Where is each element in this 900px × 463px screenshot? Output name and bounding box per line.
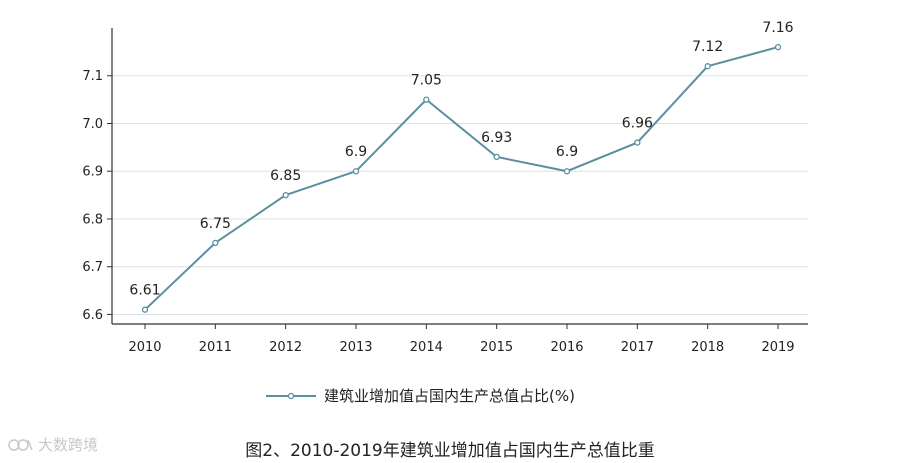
x-axis-ticks: 2010 2011 2012 2013 2014 2015 2016 2017 2018 2019 <box>128 324 795 355</box>
data-label-2013: 6.9 <box>345 144 367 160</box>
line-chart: 6.66.76.86.97.07.1 2010 2011 2012 2013 2014 2… <box>82 20 808 405</box>
data-point-2017 <box>634 139 641 146</box>
y-tick-label-6.7: 6.7 <box>82 260 103 275</box>
data-label-2015: 6.93 <box>481 130 512 146</box>
x-tick-label-2015: 2015 <box>480 340 513 355</box>
y-tick-label-7.0: 7.0 <box>82 117 103 132</box>
watermark-logo-icon <box>8 438 33 451</box>
data-label-2010: 6.61 <box>129 283 160 299</box>
x-tick-label-2019: 2019 <box>761 340 794 355</box>
data-point-2011 <box>212 239 219 246</box>
x-tick-label-2016: 2016 <box>550 340 583 355</box>
series-line <box>144 46 779 311</box>
data-point-2019 <box>774 43 782 51</box>
y-tick-label-6.6: 6.6 <box>82 308 103 323</box>
y-axis-ticks: 6.6 6.7 6.8 6.9 7.0 7.1 <box>82 69 112 323</box>
data-point-2012 <box>282 191 289 199</box>
x-tick-label-2018: 2018 <box>691 340 724 355</box>
axes <box>111 28 808 325</box>
data-points <box>141 43 782 313</box>
x-tick-label-2017: 2017 <box>621 340 654 355</box>
data-point-2013 <box>352 168 360 175</box>
legend-label: 建筑业增加值占国内生产总值占比(%) <box>324 387 575 405</box>
x-tick-label-2014: 2014 <box>410 340 443 355</box>
data-point-2016 <box>563 168 571 175</box>
x-tick-label-2012: 2012 <box>269 340 302 355</box>
data-label-2011: 6.75 <box>200 216 231 232</box>
watermark: 大数跨境 <box>8 434 98 455</box>
grid-lines <box>112 75 808 315</box>
x-tick-label-2011: 2011 <box>199 340 232 355</box>
data-labels: 6.61 6.75 6.85 6.9 7.05 6.93 6.9 6.96 7.12 7.16 <box>129 20 793 299</box>
legend: 建筑业增加值占国内生产总值占比(%) <box>266 387 575 405</box>
y-tick-label-6.9: 6.9 <box>82 165 103 180</box>
series-line-group <box>144 46 779 311</box>
data-label-2016: 6.9 <box>556 144 578 160</box>
data-label-2018: 7.12 <box>692 39 723 55</box>
data-label-2019: 7.16 <box>762 20 793 36</box>
data-label-2012: 6.85 <box>270 168 301 184</box>
figure-caption: 图2、2010-2019年建筑业增加值占国内生产总值比重 <box>245 441 655 461</box>
x-tick-label-2010: 2010 <box>128 340 161 355</box>
data-point-2010 <box>141 306 149 313</box>
data-label-2017: 6.96 <box>622 116 653 132</box>
y-tick-label-6.8: 6.8 <box>82 212 103 227</box>
data-label-2014: 7.05 <box>411 73 442 89</box>
data-point-2015 <box>493 153 500 161</box>
x-tick-label-2013: 2013 <box>339 340 372 355</box>
data-point-2018 <box>704 63 711 70</box>
data-point-2014 <box>423 96 430 103</box>
legend-point-marker <box>287 392 295 400</box>
y-tick-label-7.1: 7.1 <box>82 69 103 84</box>
watermark-text: 大数跨境 <box>38 436 99 454</box>
